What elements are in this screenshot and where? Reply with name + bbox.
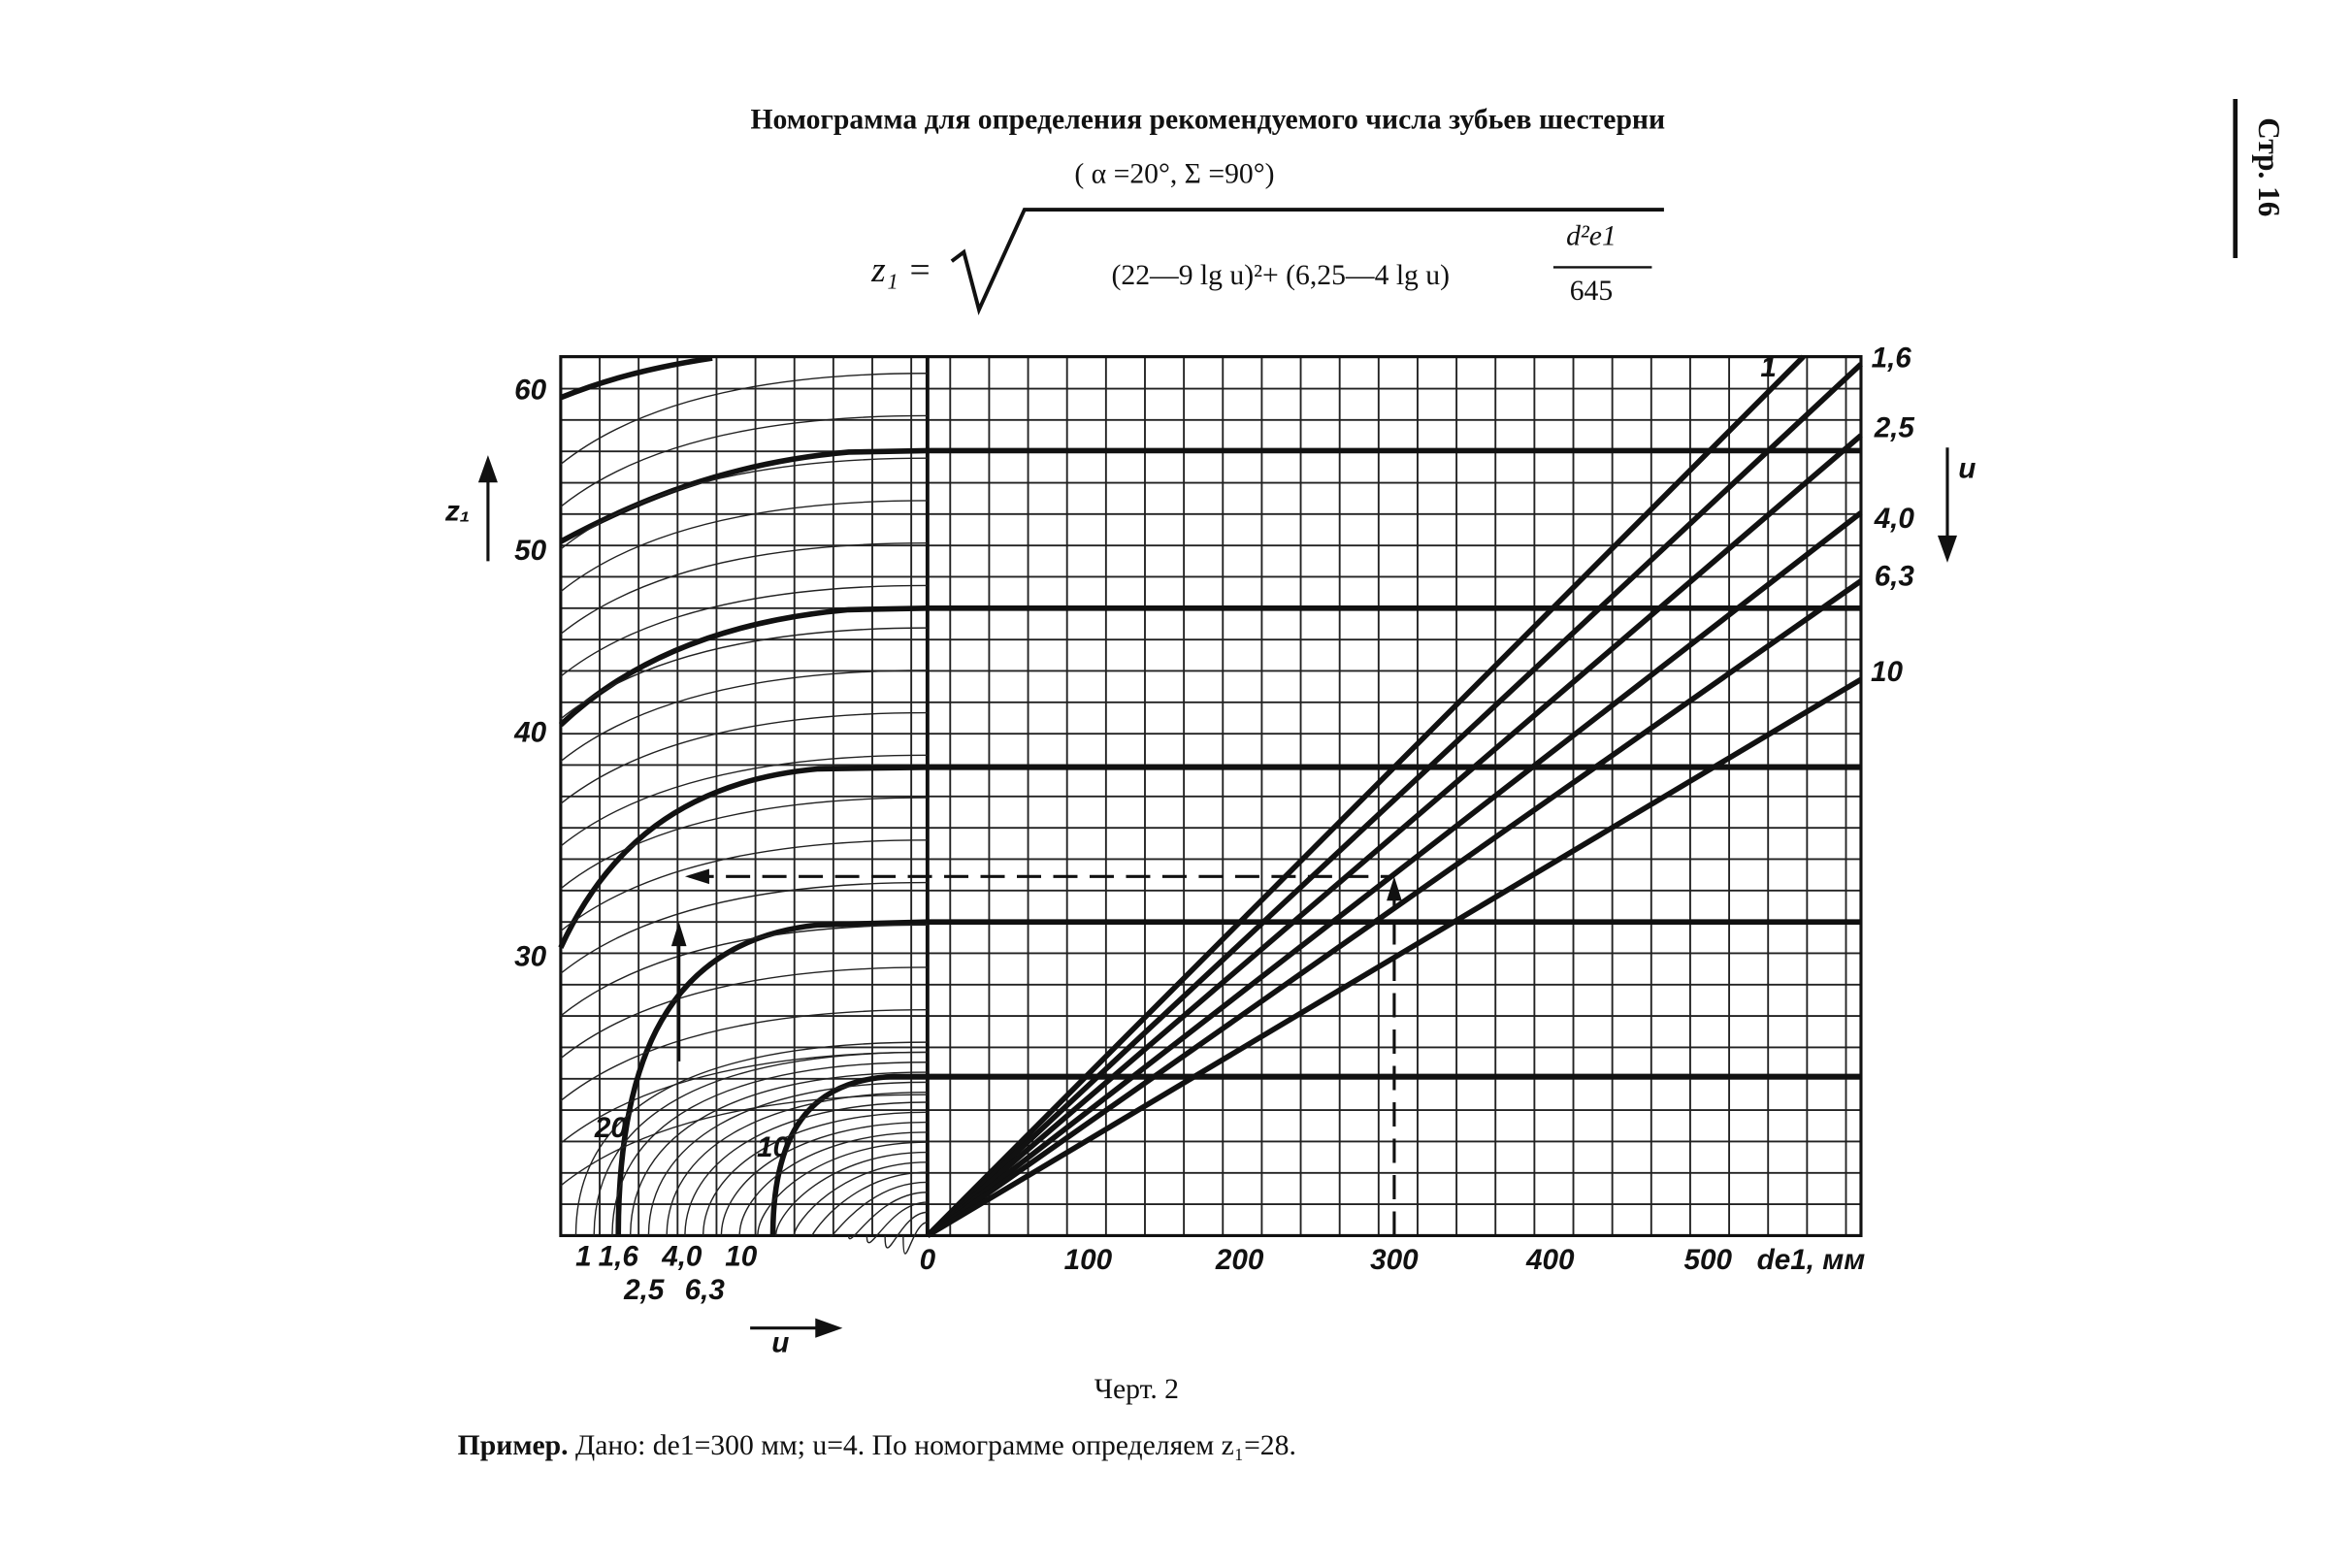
thin-curve — [647, 1081, 928, 1236]
thin-curve — [611, 1062, 928, 1236]
u-right-label: 1,6 — [1872, 343, 1912, 375]
thin-curve — [866, 1201, 928, 1244]
d-tick-label: 200 — [1215, 1244, 1264, 1276]
u-right-label: 4,0 — [1874, 503, 1915, 535]
page-number: Стр. 16 — [2252, 117, 2286, 216]
rays — [558, 354, 1863, 1238]
thin-curve — [560, 670, 928, 763]
thin-curve — [560, 881, 928, 974]
thin-curve — [560, 1009, 928, 1101]
u-bottom-tick: 6,3 — [685, 1274, 726, 1306]
thin-curve — [884, 1211, 928, 1249]
thin-curve — [757, 1141, 928, 1236]
grid — [559, 356, 1861, 1237]
example-label: Пример. — [458, 1430, 569, 1461]
thin-curve — [593, 1051, 928, 1236]
subtitle: ( α =20°, Σ =90°) — [1074, 159, 1274, 190]
thin-curve — [830, 1181, 928, 1237]
thin-curve — [811, 1171, 928, 1236]
u-bottom-tick: 4,0 — [661, 1241, 702, 1273]
u-right-arrow — [1937, 447, 1958, 563]
formula-numerator: d²e1 — [1566, 221, 1617, 252]
d-tick-label: 100 — [1064, 1244, 1113, 1276]
u-bottom-tick: 2,5 — [623, 1274, 665, 1306]
thin-curve — [793, 1161, 928, 1236]
u-right-label: 6,3 — [1875, 560, 1915, 592]
thin-curve — [702, 1111, 928, 1236]
thin-curve — [560, 414, 928, 507]
caption: Черт. 2 — [1094, 1374, 1179, 1405]
thin-curve — [902, 1221, 929, 1255]
thin-curve — [684, 1101, 928, 1236]
u-bottom-tick: 10 — [725, 1241, 757, 1273]
z-tick-label: 60 — [514, 374, 546, 406]
u-bottom-arrow — [750, 1318, 843, 1338]
thin-curve — [630, 1071, 928, 1236]
thin-curve — [666, 1091, 928, 1236]
u-right-label: u — [1958, 453, 1976, 485]
thin-curve — [560, 584, 928, 677]
thin-curve — [560, 627, 928, 720]
formula-radicand: (22—9 lg u)²+ (6,25—4 lg u) — [1112, 260, 1451, 291]
u-right-label: 1 — [1760, 351, 1776, 383]
thin-curve — [847, 1192, 928, 1240]
title: Номограмма для определения рекомендуемог… — [750, 104, 1665, 135]
u-bottom-tick: 1 — [575, 1241, 592, 1273]
thin-curve — [574, 1041, 928, 1236]
z-label: z₁ — [444, 495, 470, 527]
sqrt-sign — [950, 208, 1664, 315]
formula-lhs: z₁ = — [870, 250, 931, 290]
z-tick-label: 40 — [513, 716, 546, 748]
thin-curves — [560, 373, 929, 1255]
z-tick-label: 50 — [514, 535, 546, 567]
d-tick-label: 500 — [1683, 1244, 1732, 1276]
u-bottom-label: u — [771, 1327, 789, 1359]
thin-curve — [774, 1151, 928, 1236]
d-label: de1, мм — [1757, 1244, 1866, 1276]
z-tick-label: 30 — [514, 940, 546, 972]
thin-curve — [560, 373, 928, 465]
d-tick-label: 0 — [920, 1244, 936, 1276]
curve-label: 10 — [757, 1131, 789, 1163]
thin-curve — [560, 839, 928, 932]
curve-label: 20 — [594, 1112, 627, 1144]
thin-curve — [560, 797, 928, 890]
u-right-label: 10 — [1871, 656, 1903, 688]
frame — [559, 354, 1863, 1237]
example-text: Дано: dе1=300 мм; u=4. По номограмме опр… — [569, 1430, 1296, 1461]
thin-curve — [560, 1051, 928, 1144]
formula-denominator: 645 — [1570, 276, 1613, 307]
thin-curve — [560, 924, 928, 1017]
example-path — [670, 868, 1402, 1236]
d-tick-label: 300 — [1370, 1244, 1419, 1276]
thin-curve — [560, 966, 928, 1060]
thin-curve — [560, 500, 928, 593]
thin-curve — [560, 1094, 928, 1187]
u-bottom-tick: 1,6 — [599, 1241, 639, 1273]
thin-curve — [738, 1131, 928, 1236]
thin-curve — [560, 541, 928, 635]
example: Пример. Дано: dе1=300 мм; u=4. По номогр… — [458, 1430, 1296, 1461]
thin-curve — [720, 1121, 928, 1236]
thin-curve — [560, 754, 928, 847]
thin-curve — [560, 711, 928, 804]
d-tick-label: 400 — [1525, 1244, 1575, 1276]
u-right-label: 2,5 — [1874, 411, 1915, 443]
z-arrow — [477, 455, 498, 562]
thin-curve — [560, 457, 928, 550]
